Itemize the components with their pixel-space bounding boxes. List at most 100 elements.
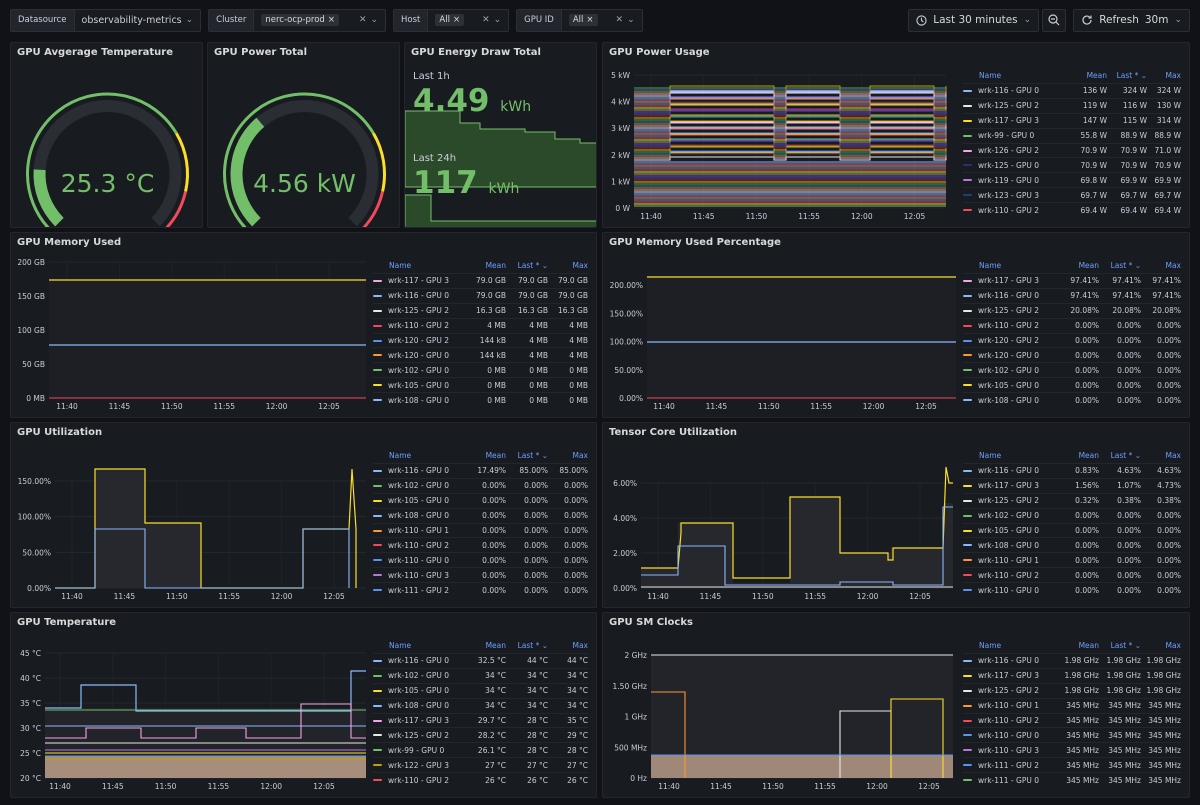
legend-row[interactable]: wrk-117 - GPU 3 1.98 GHz 1.98 GHz 1.98 GHz xyxy=(963,667,1181,683)
legend-header-mean[interactable]: Mean xyxy=(1086,70,1107,80)
legend-row[interactable]: wrk-110 - GPU 2 26 °C 26 °C 26 °C xyxy=(373,772,588,787)
legend-row[interactable]: wrk-125 - GPU 2 0.32% 0.38% 0.38% xyxy=(963,492,1181,508)
legend-header-name[interactable]: Name xyxy=(979,450,1002,460)
legend-header-name[interactable]: Name xyxy=(389,450,412,460)
legend-header-name[interactable]: Name xyxy=(979,640,1002,650)
chevron-down-icon[interactable]: ⌄ xyxy=(493,15,502,25)
gpuid-variable[interactable]: GPU ID All × ✕ ⌄ xyxy=(516,8,643,32)
legend-header-max[interactable]: Max xyxy=(1165,70,1181,80)
legend-row[interactable]: wrk-116 - GPU 0 97.41% 97.41% 97.41% xyxy=(963,287,1181,303)
legend-header-max[interactable]: Max xyxy=(572,640,588,650)
legend-row[interactable]: wrk-102 - GPU 0 0.00% 0.00% 0.00% xyxy=(963,507,1181,523)
legend-row[interactable]: wrk-110 - GPU 2 4 MB 4 MB 4 MB xyxy=(373,317,588,333)
legend-row[interactable]: wrk-105 - GPU 0 0.00% 0.00% 0.00% xyxy=(963,377,1181,392)
legend-row[interactable]: wrk-102 - GPU 0 0.00% 0.00% 0.00% xyxy=(963,362,1181,377)
legend-row[interactable]: wrk-116 - GPU 0 32.5 °C 44 °C 44 °C xyxy=(373,653,588,668)
legend-header-name[interactable]: Name xyxy=(979,70,1002,80)
legend-header-mean[interactable]: Mean xyxy=(1078,260,1099,270)
legend-row[interactable]: wrk-108 - GPU 0 0.00% 0.00% 0.00% xyxy=(963,392,1181,407)
legend-row[interactable]: wrk-110 - GPU 1 0.00% 0.00% 0.00% xyxy=(373,522,588,538)
legend-row[interactable]: wrk-125 - GPU 2 119 W 116 W 130 W xyxy=(963,97,1181,113)
legend-header-last[interactable]: Last * ⌄ xyxy=(506,451,548,460)
legend-row[interactable]: wrk-110 - GPU 2 345 MHz 345 MHz 345 MHz xyxy=(963,712,1181,728)
datasource-value[interactable]: observability-metrics xyxy=(81,14,182,26)
remove-icon[interactable]: × xyxy=(327,15,335,25)
legend-row[interactable]: wrk-116 - GPU 0 79.0 GB 79.0 GB 79.0 GB xyxy=(373,287,588,303)
legend-row[interactable]: wrk-110 - GPU 2 69.4 W 69.4 W 69.4 W xyxy=(963,202,1181,217)
legend-header-max[interactable]: Max xyxy=(572,260,588,270)
legend-row[interactable]: wrk-110 - GPU 1 345 MHz 345 MHz 345 MHz xyxy=(963,697,1181,713)
legend-row[interactable]: wrk-117 - GPU 3 97.41% 97.41% 97.41% xyxy=(963,273,1181,288)
legend-header-last[interactable]: Last * ⌄ xyxy=(506,641,548,650)
legend-row[interactable]: wrk-120 - GPU 2 144 kB 4 MB 4 MB xyxy=(373,332,588,348)
remove-icon[interactable]: × xyxy=(586,15,594,25)
chevron-down-icon[interactable]: ⌄ xyxy=(627,15,635,25)
legend-row[interactable]: wrk-120 - GPU 0 144 kB 4 MB 4 MB xyxy=(373,347,588,362)
legend-header-max[interactable]: Max xyxy=(572,450,588,460)
cluster-variable[interactable]: Cluster nerc-ocp-prod × ✕ ⌄ xyxy=(208,8,387,32)
legend-row[interactable]: wrk-99 - GPU 0 26.1 °C 28 °C 28 °C xyxy=(373,742,588,757)
legend-header-last[interactable]: Last * ⌄ xyxy=(1099,641,1141,650)
legend-row[interactable]: wrk-110 - GPU 2 0.00% 0.00% 0.00% xyxy=(373,537,588,552)
legend-row[interactable]: wrk-116 - GPU 0 17.49% 85.00% 85.00% xyxy=(373,463,588,478)
legend-row[interactable]: wrk-105 - GPU 0 0.00% 0.00% 0.00% xyxy=(963,522,1181,538)
legend-row[interactable]: wrk-110 - GPU 3 0.00% 0.00% 0.00% xyxy=(373,567,588,582)
legend-row[interactable]: wrk-102 - GPU 0 0.00% 0.00% 0.00% xyxy=(373,477,588,493)
legend-row[interactable]: wrk-117 - GPU 3 79.0 GB 79.0 GB 79.0 GB xyxy=(373,273,588,288)
legend-row[interactable]: wrk-126 - GPU 2 70.9 W 70.9 W 71.0 W xyxy=(963,142,1181,158)
remove-icon[interactable]: × xyxy=(452,15,461,25)
legend-row[interactable]: wrk-99 - GPU 0 55.8 W 88.9 W 88.9 W xyxy=(963,127,1181,143)
legend-row[interactable]: wrk-108 - GPU 0 0.00% 0.00% 0.00% xyxy=(373,507,588,523)
legend-row[interactable]: wrk-110 - GPU 2 0.00% 0.00% 0.00% xyxy=(963,317,1181,333)
legend-header-mean[interactable]: Mean xyxy=(1078,640,1099,650)
legend-row[interactable]: wrk-125 - GPU 2 20.08% 20.08% 20.08% xyxy=(963,302,1181,318)
legend-row[interactable]: wrk-110 - GPU 0 0.00% 0.00% 0.00% xyxy=(373,552,588,567)
cluster-chip[interactable]: nerc-ocp-prod × xyxy=(261,14,339,26)
legend-row[interactable]: wrk-116 - GPU 0 1.98 GHz 1.98 GHz 1.98 GHz xyxy=(963,653,1181,668)
host-chip[interactable]: All × xyxy=(435,14,465,26)
datasource-variable[interactable]: Datasource observability-metrics ⌄ xyxy=(10,8,202,32)
legend-row[interactable]: wrk-120 - GPU 2 0.00% 0.00% 0.00% xyxy=(963,332,1181,348)
legend-row[interactable]: wrk-110 - GPU 0 0.00% 0.00% 0.00% xyxy=(963,582,1181,597)
chevron-down-icon[interactable]: ⌄ xyxy=(185,15,194,25)
legend-row[interactable]: wrk-123 - GPU 3 69.7 W 69.7 W 69.7 W xyxy=(963,187,1181,202)
host-variable[interactable]: Host All × ✕ ⌄ xyxy=(393,8,510,32)
legend-row[interactable]: wrk-117 - GPU 3 1.56% 1.07% 4.73% xyxy=(963,477,1181,493)
legend-header-name[interactable]: Name xyxy=(389,260,412,270)
legend-row[interactable]: wrk-117 - GPU 3 147 W 115 W 314 W xyxy=(963,112,1181,128)
refresh-button[interactable]: Refresh 30m ⌄ xyxy=(1073,8,1190,32)
legend-header-last[interactable]: Last * ⌄ xyxy=(1099,451,1141,460)
clear-icon[interactable]: ✕ xyxy=(482,15,490,25)
chevron-down-icon[interactable]: ⌄ xyxy=(1174,15,1182,25)
legend-row[interactable]: wrk-125 - GPU 2 28.2 °C 28 °C 29 °C xyxy=(373,727,588,742)
legend-row[interactable]: wrk-122 - GPU 3 27 °C 27 °C 27 °C xyxy=(373,757,588,772)
legend-row[interactable]: wrk-110 - GPU 1 0.00% 0.00% 0.00% xyxy=(963,552,1181,567)
legend-header-name[interactable]: Name xyxy=(979,260,1002,270)
legend-row[interactable]: wrk-105 - GPU 0 34 °C 34 °C 34 °C xyxy=(373,682,588,698)
legend-row[interactable]: wrk-111 - GPU 0 345 MHz 345 MHz 345 MHz xyxy=(963,772,1181,787)
legend-row[interactable]: wrk-119 - GPU 0 69.8 W 69.9 W 69.9 W xyxy=(963,172,1181,187)
legend-header-last[interactable]: Last * ⌄ xyxy=(1107,71,1147,80)
refresh-interval[interactable]: 30m xyxy=(1144,14,1169,26)
legend-header-last[interactable]: Last * ⌄ xyxy=(506,261,548,270)
legend-header-last[interactable]: Last * ⌄ xyxy=(1099,261,1141,270)
legend-row[interactable]: wrk-102 - GPU 0 0 MB 0 MB 0 MB xyxy=(373,362,588,377)
chevron-down-icon[interactable]: ⌄ xyxy=(370,15,379,25)
legend-row[interactable]: wrk-108 - GPU 0 0 MB 0 MB 0 MB xyxy=(373,392,588,407)
legend-row[interactable]: wrk-111 - GPU 2 345 MHz 345 MHz 345 MHz xyxy=(963,757,1181,772)
legend-row[interactable]: wrk-110 - GPU 3 345 MHz 345 MHz 345 MHz xyxy=(963,742,1181,757)
legend-header-max[interactable]: Max xyxy=(1165,450,1181,460)
legend-row[interactable]: wrk-116 - GPU 0 0.83% 4.63% 4.63% xyxy=(963,463,1181,478)
time-range-picker[interactable]: Last 30 minutes ⌄ xyxy=(908,8,1040,32)
legend-row[interactable]: wrk-117 - GPU 3 29.7 °C 28 °C 35 °C xyxy=(373,712,588,728)
legend-row[interactable]: wrk-110 - GPU 0 345 MHz 345 MHz 345 MHz xyxy=(963,727,1181,742)
legend-row[interactable]: wrk-105 - GPU 0 0.00% 0.00% 0.00% xyxy=(373,492,588,508)
legend-row[interactable]: wrk-108 - GPU 0 0.00% 0.00% 0.00% xyxy=(963,537,1181,552)
legend-row[interactable]: wrk-116 - GPU 0 136 W 324 W 324 W xyxy=(963,83,1181,98)
legend-row[interactable]: wrk-102 - GPU 0 34 °C 34 °C 34 °C xyxy=(373,667,588,683)
legend-row[interactable]: wrk-110 - GPU 2 0.00% 0.00% 0.00% xyxy=(963,567,1181,582)
legend-row[interactable]: wrk-108 - GPU 0 34 °C 34 °C 34 °C xyxy=(373,697,588,713)
legend-row[interactable]: wrk-125 - GPU 2 16.3 GB 16.3 GB 16.3 GB xyxy=(373,302,588,318)
zoom-out-button[interactable] xyxy=(1042,8,1067,32)
clear-icon[interactable]: ✕ xyxy=(615,15,624,25)
